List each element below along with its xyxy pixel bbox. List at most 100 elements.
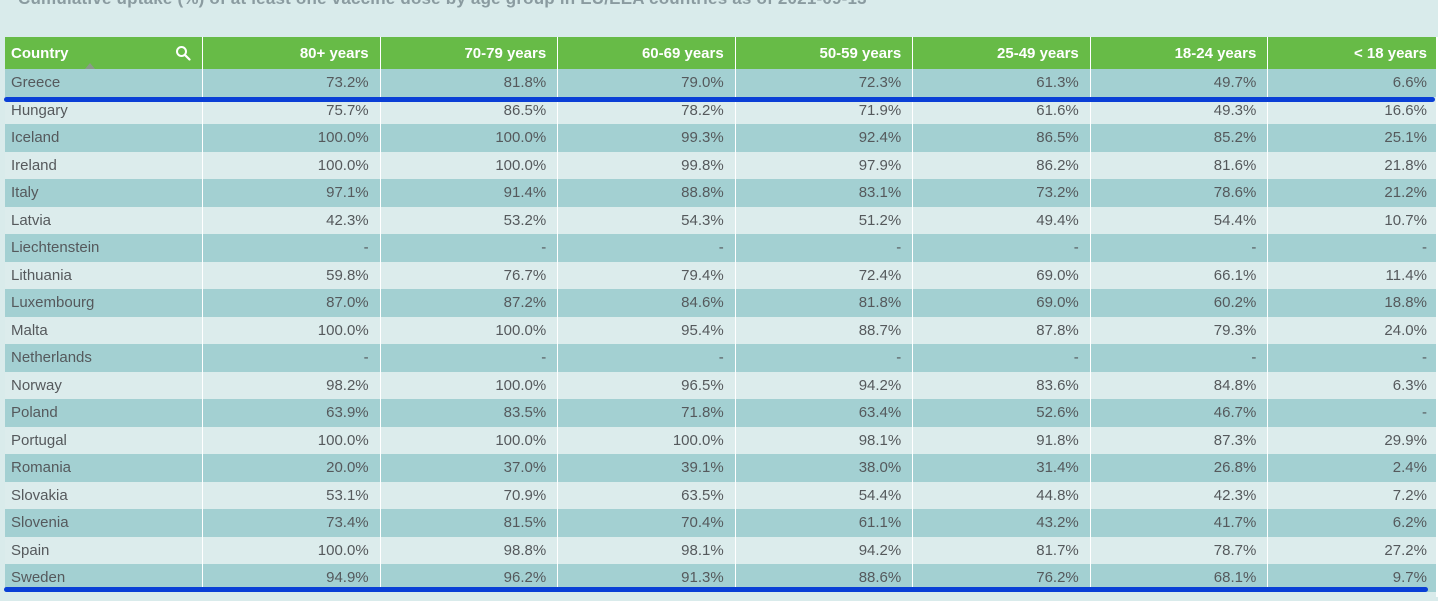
header-25-49[interactable]: 25-49 years xyxy=(913,37,1091,69)
value-cell: 100.0% xyxy=(381,316,559,344)
value-cell: 98.1% xyxy=(558,536,736,564)
value-cell: 91.8% xyxy=(913,426,1091,454)
value-cell: 25.1% xyxy=(1384,129,1427,147)
header-18-24[interactable]: 18-24 years xyxy=(1091,37,1269,69)
table-row[interactable]: Italy 97.1% 91.4% 88.8% 83.1% 73.2% 78.6% 21.2% xyxy=(5,179,1438,207)
value-cell: 72.4% xyxy=(736,261,914,289)
value-cell: 96.2% xyxy=(381,564,559,592)
value-cell: 54.4% xyxy=(736,481,914,509)
value-cell: 87.8% xyxy=(913,316,1091,344)
value-cell: 100.0% xyxy=(381,124,559,152)
value-cell: 98.8% xyxy=(381,536,559,564)
value-cell: 81.8% xyxy=(736,289,914,317)
value-cell: 18.8% xyxy=(1384,294,1427,312)
header-under-18[interactable]: < 18 years xyxy=(1353,44,1427,62)
value-cell: 61.3% xyxy=(913,69,1091,97)
value-cell: 100.0% xyxy=(203,536,381,564)
value-cell: 73.4% xyxy=(203,509,381,537)
value-cell: 81.8% xyxy=(381,69,559,97)
value-cell: 9.7% xyxy=(1392,569,1427,587)
table-row[interactable]: Greece 73.2% 81.8% 79.0% 72.3% 61.3% 49.7% 6.6% xyxy=(5,69,1438,97)
highlight-underline-top xyxy=(4,97,1435,102)
value-cell: 87.3% xyxy=(1091,426,1269,454)
value-cell: - xyxy=(913,234,1091,262)
table-row[interactable]: Slovakia 53.1% 70.9% 63.5% 54.4% 44.8% 42.3% 7.… xyxy=(5,481,1438,509)
table-row[interactable]: Sweden 94.9% 96.2% 91.3% 88.6% 76.2% 68.1% 9.7% xyxy=(5,564,1438,592)
table-row[interactable]: Iceland 100.0% 100.0% 99.3% 92.4% 86.5% 85.2% 2… xyxy=(5,124,1438,152)
vaccine-uptake-table: Country 80+ years 70-79 years 60-69 year… xyxy=(5,37,1438,592)
country-cell: Italy xyxy=(5,179,204,207)
value-cell: 78.6% xyxy=(1091,179,1269,207)
table-row[interactable]: Liechtenstein - - - - - - - xyxy=(5,234,1438,262)
value-cell: 53.2% xyxy=(381,206,559,234)
value-cell: 78.7% xyxy=(1091,536,1269,564)
value-cell: 16.6% xyxy=(1384,101,1427,119)
table-row[interactable]: Romania 20.0% 37.0% 39.1% 38.0% 31.4% 26.8% 2.4… xyxy=(5,454,1438,482)
value-cell: 51.2% xyxy=(736,206,914,234)
header-50-59[interactable]: 50-59 years xyxy=(736,37,914,69)
value-cell: 92.4% xyxy=(736,124,914,152)
value-cell: 100.0% xyxy=(381,371,559,399)
value-cell: 49.7% xyxy=(1091,69,1269,97)
value-cell: 63.9% xyxy=(203,399,381,427)
value-cell: 29.9% xyxy=(1384,431,1427,449)
table-row[interactable]: Norway 98.2% 100.0% 96.5% 94.2% 83.6% 84.8% 6.3… xyxy=(5,371,1438,399)
country-cell: Slovenia xyxy=(5,509,204,537)
value-cell: 73.2% xyxy=(913,179,1091,207)
country-cell: Norway xyxy=(5,371,204,399)
value-cell: 72.3% xyxy=(736,69,914,97)
table-row[interactable]: Luxembourg 87.0% 87.2% 84.6% 81.8% 69.0% 60.2%… xyxy=(5,289,1438,317)
value-cell: - xyxy=(1091,344,1269,372)
header-60-69[interactable]: 60-69 years xyxy=(558,37,736,69)
value-cell: - xyxy=(203,344,381,372)
country-cell: Luxembourg xyxy=(5,289,204,317)
value-cell: 100.0% xyxy=(203,316,381,344)
value-cell: - xyxy=(381,234,559,262)
value-cell: 11.4% xyxy=(1385,266,1427,284)
table-edge-divider xyxy=(1436,37,1438,597)
value-cell: 100.0% xyxy=(203,426,381,454)
sort-ascending-icon[interactable] xyxy=(85,63,95,69)
table-row[interactable]: Latvia 42.3% 53.2% 54.3% 51.2% 49.4% 54.4% 10.7… xyxy=(5,206,1438,234)
value-cell: 6.6% xyxy=(1392,74,1427,92)
value-cell: 100.0% xyxy=(203,124,381,152)
table-row[interactable]: Poland 63.9% 83.5% 71.8% 63.4% 52.6% 46.7% - xyxy=(5,399,1438,427)
table-body: Greece 73.2% 81.8% 79.0% 72.3% 61.3% 49.7% 6.6%… xyxy=(5,69,1438,592)
value-cell: 6.3% xyxy=(1392,376,1427,394)
value-cell: 96.5% xyxy=(558,371,736,399)
value-cell: 38.0% xyxy=(736,454,914,482)
value-cell: 83.5% xyxy=(381,399,559,427)
value-cell: - xyxy=(558,344,736,372)
value-cell: 91.4% xyxy=(381,179,559,207)
table-header-row: Country 80+ years 70-79 years 60-69 year… xyxy=(5,37,1438,69)
table-row[interactable]: Spain 100.0% 98.8% 98.1% 94.2% 81.7% 78.7% 27.2… xyxy=(5,536,1438,564)
value-cell: 69.0% xyxy=(913,289,1091,317)
value-cell: 94.2% xyxy=(736,536,914,564)
value-cell: 63.4% xyxy=(736,399,914,427)
value-cell: 79.4% xyxy=(558,261,736,289)
table-row[interactable]: Portugal 100.0% 100.0% 100.0% 98.1% 91.8% 87.3… xyxy=(5,426,1438,454)
header-80plus[interactable]: 80+ years xyxy=(203,37,381,69)
table-row[interactable]: Lithuania 59.8% 76.7% 79.4% 72.4% 69.0% 66.1% 1… xyxy=(5,261,1438,289)
header-70-79[interactable]: 70-79 years xyxy=(381,37,559,69)
value-cell: 99.8% xyxy=(558,151,736,179)
value-cell: 70.9% xyxy=(381,481,559,509)
country-cell: Greece xyxy=(5,69,204,97)
value-cell: 73.2% xyxy=(203,69,381,97)
table-row[interactable]: Netherlands - - - - - - - xyxy=(5,344,1438,372)
value-cell: 66.1% xyxy=(1091,261,1269,289)
search-icon[interactable] xyxy=(175,45,191,61)
value-cell: - xyxy=(736,234,914,262)
table-row[interactable]: Slovenia 73.4% 81.5% 70.4% 61.1% 43.2% 41.7% 6.… xyxy=(5,509,1438,537)
table-row[interactable]: Ireland 100.0% 100.0% 99.8% 97.9% 86.2% 81.6% 2… xyxy=(5,151,1438,179)
value-cell: 53.1% xyxy=(203,481,381,509)
value-cell: 88.8% xyxy=(558,179,736,207)
country-cell: Iceland xyxy=(5,124,204,152)
table-row[interactable]: Malta 100.0% 100.0% 95.4% 88.7% 87.8% 79.3% 24.… xyxy=(5,316,1438,344)
header-country[interactable]: Country xyxy=(5,37,204,69)
value-cell: 49.4% xyxy=(913,206,1091,234)
country-cell: Ireland xyxy=(5,151,204,179)
value-cell: 86.2% xyxy=(913,151,1091,179)
value-cell: 87.2% xyxy=(381,289,559,317)
value-cell: - xyxy=(913,344,1091,372)
